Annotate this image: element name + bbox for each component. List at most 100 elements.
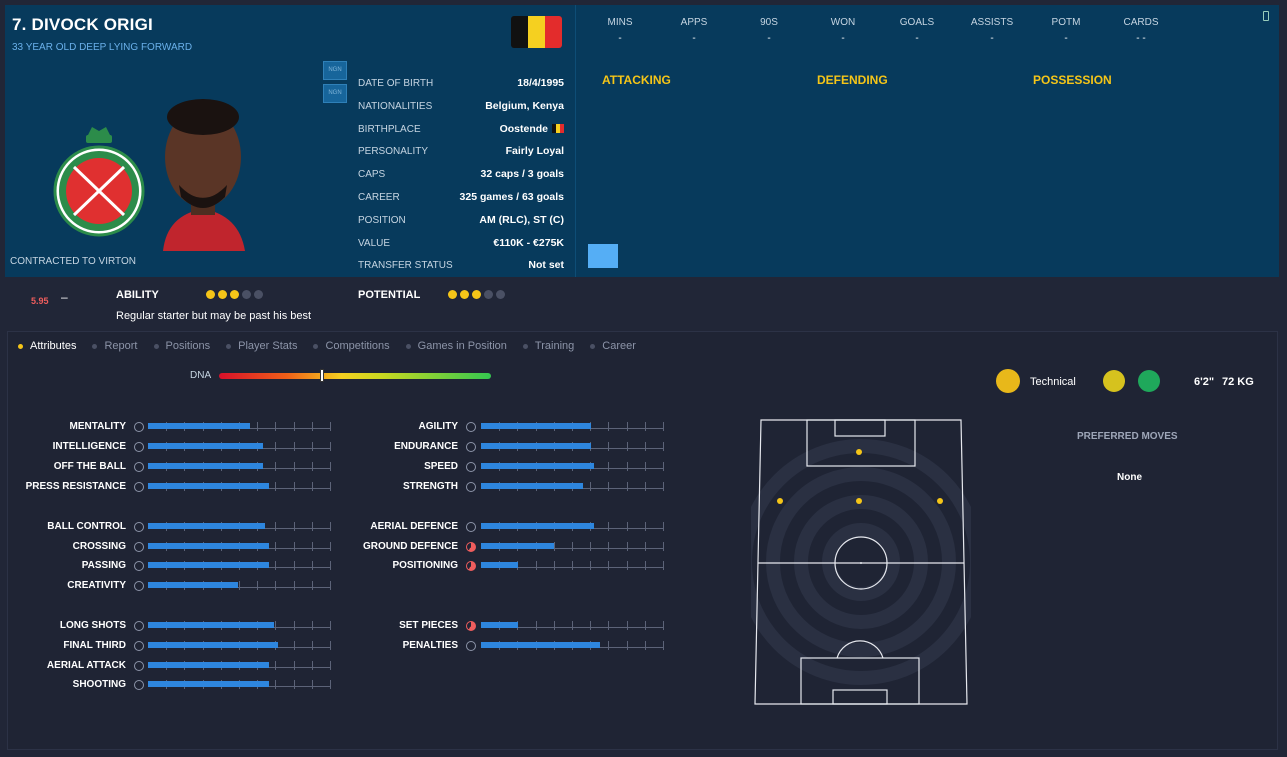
attribute-row[interactable]: PASSING [0, 556, 331, 576]
attribute-row[interactable]: SHOOTING [0, 675, 331, 695]
club-crest-logo[interactable] [52, 123, 146, 237]
stat-value: - [990, 33, 994, 44]
stat-column[interactable]: CARDS - - [1111, 17, 1171, 44]
stat-column[interactable]: POTM - [1036, 17, 1096, 44]
ngn-badge[interactable]: NGN [323, 61, 347, 80]
star-icon [460, 290, 469, 299]
potential-label: POTENTIAL [358, 289, 421, 301]
attribute-row[interactable]: SET PIECES [0, 616, 664, 636]
warning-pie-icon [466, 542, 476, 552]
stat-value: - - [1136, 33, 1146, 44]
star-icon [242, 290, 251, 299]
tab-dot-icon [18, 343, 23, 349]
attribute-bar [148, 542, 331, 551]
attribute-row[interactable]: GROUND DEFENCE [0, 537, 664, 557]
stat-column[interactable]: GOALS - [887, 17, 947, 44]
attribute-fill [148, 582, 238, 588]
attribute-row[interactable]: LONG SHOTS [0, 616, 331, 636]
attribute-row[interactable]: INTELLIGENCE [0, 437, 331, 457]
stat-column[interactable]: APPS - [664, 17, 724, 44]
tab-attributes[interactable]: Attributes [18, 340, 76, 352]
attribute-bar [481, 641, 664, 650]
stat-label: WON [830, 17, 856, 28]
stat-column[interactable]: MINS - [590, 17, 650, 44]
attribute-name: CROSSING [72, 541, 126, 552]
defending-section-title: DEFENDING [817, 73, 888, 87]
attributes-panel [7, 331, 1278, 750]
attribute-row[interactable]: FINAL THIRD [0, 636, 331, 656]
attacking-section-title: ATTACKING [602, 73, 671, 87]
info-row: TRANSFER STATUS Not set [358, 255, 564, 275]
player-photo [163, 99, 245, 251]
stat-column[interactable]: WON - [813, 17, 873, 44]
dna-marker[interactable] [320, 369, 325, 382]
steering-wheel-icon [134, 581, 144, 591]
ngn-badge[interactable]: NGN [323, 84, 347, 103]
info-value: Not set [528, 259, 564, 271]
attribute-bar [148, 482, 331, 491]
stat-value: - [692, 33, 696, 44]
tab-player-stats[interactable]: Player Stats [226, 340, 297, 352]
attribute-row[interactable]: PENALTIES [0, 636, 664, 656]
potential-stars [448, 290, 505, 299]
tab-dot-icon [522, 343, 528, 349]
tab-career[interactable]: Career [590, 340, 636, 352]
boot-yellow-icon[interactable] [1103, 370, 1125, 392]
attribute-fill [481, 423, 591, 429]
steering-wheel-icon [134, 442, 144, 452]
attribute-bar [481, 422, 664, 431]
warning-pie-icon [466, 561, 476, 571]
attribute-fill [148, 681, 269, 687]
info-value: Oostende [499, 123, 548, 135]
tab-positions[interactable]: Positions [153, 340, 210, 352]
tab-competitions[interactable]: Competitions [313, 340, 390, 352]
clipboard-icon[interactable] [1263, 11, 1269, 21]
tab-label: Training [534, 340, 575, 352]
stat-column[interactable]: ASSISTS - [962, 17, 1022, 44]
star-icon [496, 290, 505, 299]
preferred-moves-label: PREFERRED MOVES [1077, 431, 1178, 442]
tab-report[interactable]: Report [92, 340, 138, 352]
attribute-row[interactable]: AERIAL ATTACK [0, 656, 331, 676]
attribute-row[interactable]: AGILITY [0, 417, 664, 437]
star-icon [472, 290, 481, 299]
attribute-bar [148, 661, 331, 670]
attribute-bar [148, 581, 331, 590]
attribute-name: AERIAL ATTACK [46, 660, 126, 671]
attribute-row[interactable]: CREATIVITY [0, 576, 331, 596]
attribute-bar [481, 462, 664, 471]
stat-label: POTM [1051, 17, 1081, 28]
attribute-name: PASSING [81, 560, 126, 571]
tab-label: Games in Position [417, 340, 507, 352]
attribute-row[interactable]: BALL CONTROL [0, 517, 331, 537]
tab-training[interactable]: Training [522, 340, 575, 352]
tab-dot-icon [313, 343, 319, 349]
attribute-row[interactable]: MENTALITY [0, 417, 331, 437]
attribute-name: SPEED [424, 461, 458, 472]
steering-wheel-icon [134, 522, 144, 532]
dna-bar [219, 373, 491, 379]
attribute-fill [148, 463, 264, 469]
belgium-flag-icon [511, 16, 562, 48]
steering-wheel-icon [466, 422, 476, 432]
attribute-row[interactable]: POSITIONING [0, 556, 664, 576]
info-key: DATE OF BIRTH [358, 78, 434, 89]
attribute-row[interactable]: CROSSING [0, 537, 331, 557]
color-swatch[interactable] [588, 244, 618, 268]
stat-column[interactable]: 90S - [739, 17, 799, 44]
attribute-name: SET PIECES [399, 620, 458, 631]
attribute-row[interactable]: PRESS RESISTANCE [0, 477, 331, 497]
technical-icon[interactable] [996, 369, 1020, 393]
info-key: NATIONALITIES [358, 101, 433, 112]
ability-description: Regular starter but may be past his best [116, 310, 312, 322]
boot-green-icon[interactable] [1138, 370, 1160, 392]
attribute-row[interactable]: ENDURANCE [0, 437, 664, 457]
attribute-row[interactable]: SPEED [0, 457, 664, 477]
tab-games-in-position[interactable]: Games in Position [405, 340, 507, 352]
attribute-row[interactable]: OFF THE BALL [0, 457, 331, 477]
attribute-row[interactable]: AERIAL DEFENCE [0, 517, 664, 537]
attribute-row[interactable]: STRENGTH [0, 477, 664, 497]
info-key: CAREER [358, 192, 400, 203]
attribute-bar [148, 522, 331, 531]
player-name: 7. DIVOCK ORIGI [12, 15, 153, 34]
